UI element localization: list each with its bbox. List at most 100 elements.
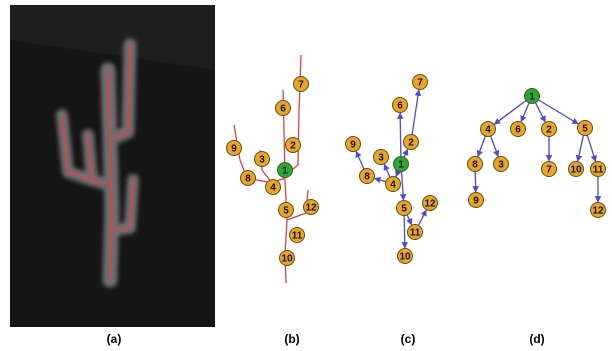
panel-d-edge-1-5 <box>538 99 579 125</box>
panel-d-edges <box>472 99 602 203</box>
panel-label-d: (d) <box>529 332 544 346</box>
panel-c-node-label-11: 11 <box>410 228 421 239</box>
panel-d-node-label-3: 3 <box>498 160 504 171</box>
panel-b-node-4 <box>265 179 281 195</box>
panel-c-edge-5-11 <box>406 214 413 226</box>
panel-d-node-label-10: 10 <box>570 165 582 176</box>
panel-b-node-label-5: 5 <box>283 206 289 217</box>
panel-c-node-7 <box>412 74 428 90</box>
panel-c-edge-1-5 <box>399 171 407 201</box>
panel-d-edge-5-10 <box>575 135 585 162</box>
panel-c-node-label-7: 7 <box>417 78 423 89</box>
panel-c-node-8 <box>359 168 375 184</box>
panel-b-node-label-1: 1 <box>282 166 288 177</box>
panel-c-edge-1-6 <box>396 112 404 157</box>
panel-b-node-label-8: 8 <box>245 174 251 185</box>
panel-b-node-8 <box>240 170 256 186</box>
panel-d-node-8 <box>467 156 483 172</box>
panel-c-node-12 <box>422 195 438 211</box>
panel-c-edge-8-9 <box>355 150 365 170</box>
panel-d-node-2 <box>541 121 557 137</box>
panel-c-node-label-9: 9 <box>350 140 356 151</box>
panel-d-node-5 <box>577 120 593 136</box>
panel-c-node-label-3: 3 <box>378 153 384 164</box>
panel-b-node-label-9: 9 <box>231 144 237 155</box>
panel-c-node-11 <box>407 224 423 240</box>
panel-d-node-label-1: 1 <box>529 92 535 103</box>
panel-c-node-4 <box>385 176 401 192</box>
panel-b-node-label-7: 7 <box>298 80 304 91</box>
panel-c-node-10 <box>397 248 413 264</box>
panel-c-edge-4-3 <box>383 163 391 178</box>
panel-b-node-2 <box>285 137 301 153</box>
panel-c-node-3 <box>373 149 389 165</box>
panel-c-edge-2-7 <box>411 89 422 135</box>
panel-b-node-label-2: 2 <box>290 141 296 152</box>
panel-d-edge-1-2 <box>534 102 546 123</box>
panel-b-node-12 <box>303 199 319 215</box>
panel-c-edge-1-4 <box>395 169 402 178</box>
panel-c-edges <box>355 89 427 249</box>
panel-d-node-6 <box>510 121 526 137</box>
panel-c-edge-11-12 <box>417 209 427 226</box>
panel-b-node-3 <box>254 151 270 167</box>
panel-d-edge-8-9 <box>472 171 479 193</box>
panel-c-edge-1-2 <box>402 148 409 158</box>
panel-label-a: (a) <box>107 332 122 346</box>
panel-c-node-label-8: 8 <box>364 172 370 183</box>
panel-b-node-label-10: 10 <box>281 254 293 265</box>
panel-c-node-6 <box>392 97 408 113</box>
panel-d-node-9 <box>468 192 484 208</box>
panel-label-c: (c) <box>401 332 416 346</box>
panel-d-node-label-11: 11 <box>593 165 604 176</box>
panel-b-node-10 <box>279 250 295 266</box>
panel-a-photo <box>10 5 215 327</box>
panel-d-node-3 <box>493 156 509 172</box>
panel-b-node-7 <box>293 76 309 92</box>
panel-c-node-label-1: 1 <box>398 160 404 171</box>
panel-b-node-11 <box>289 227 305 243</box>
panel-d-node-label-9: 9 <box>473 196 479 207</box>
panel-d-edge-4-8 <box>476 135 486 158</box>
panel-c-node-label-5: 5 <box>401 204 407 215</box>
panel-b-node-label-6: 6 <box>280 104 286 115</box>
panel-b-node-label-4: 4 <box>270 183 276 194</box>
panel-d-node-label-4: 4 <box>485 125 491 136</box>
panel-b-node-label-11: 11 <box>292 231 303 242</box>
panel-c-node-5 <box>396 200 412 216</box>
panel-c-node-9 <box>345 136 361 152</box>
panel-d-node-label-12: 12 <box>592 206 604 217</box>
panel-b-node-9 <box>226 140 242 156</box>
panel-d-node-12 <box>590 202 606 218</box>
panel-c-node-label-4: 4 <box>390 180 396 191</box>
panel-d-node-4 <box>480 121 496 137</box>
panel-d-node-7 <box>541 161 557 177</box>
panel-d-node-11 <box>590 161 606 177</box>
panel-c-node-2 <box>403 134 419 150</box>
panel-b-node-label-12: 12 <box>305 203 317 214</box>
panel-label-b: (b) <box>284 332 299 346</box>
panel-c-node-1 <box>393 156 409 172</box>
panel-b-node-6 <box>275 100 291 116</box>
panel-c-node-label-6: 6 <box>397 101 403 112</box>
panel-c-node-label-2: 2 <box>408 138 414 149</box>
panel-b-node-label-3: 3 <box>259 155 265 166</box>
panel-d-node-10 <box>568 161 584 177</box>
panel-c-edge-5-10 <box>401 215 408 249</box>
panel-d-node-label-8: 8 <box>472 160 478 171</box>
panel-b-node-1 <box>277 162 293 178</box>
photo-skeleton <box>61 44 134 281</box>
panel-d-edge-4-3 <box>490 135 500 158</box>
panel-d-edge-5-11 <box>586 134 597 162</box>
panel-d-edge-1-6 <box>520 102 530 123</box>
panel-d-edge-1-4 <box>493 99 527 125</box>
panel-d-node-label-7: 7 <box>546 165 552 176</box>
photo-light-band <box>10 5 215 70</box>
